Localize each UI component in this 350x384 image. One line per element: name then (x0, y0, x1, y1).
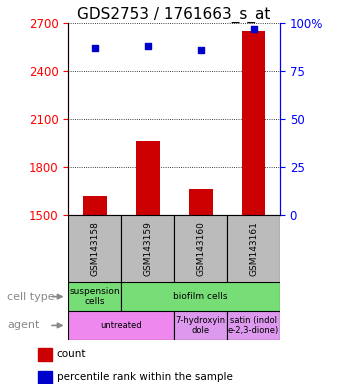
Point (92, 45, 98, 51)
Bar (68, 311, 174, 340)
Bar (38, 371, 52, 384)
Text: count: count (57, 349, 86, 359)
Point (198, 47, 203, 53)
Text: suspension
cells: suspension cells (69, 287, 120, 306)
Text: biofilm cells: biofilm cells (173, 292, 228, 301)
Bar (136, 141, 160, 215)
Text: agent: agent (7, 320, 39, 331)
Bar (241, 31, 265, 215)
Bar (174, 215, 227, 282)
Bar (38, 348, 52, 361)
Bar (227, 311, 280, 340)
Point (145, 43, 150, 49)
Point (251, 26, 256, 32)
Title: GDS2753 / 1761663_s_at: GDS2753 / 1761663_s_at (77, 7, 271, 23)
Text: satin (indol
e-2,3-dione): satin (indol e-2,3-dione) (228, 316, 279, 335)
Text: percentile rank within the sample: percentile rank within the sample (57, 372, 232, 382)
Bar (68, 282, 121, 311)
Bar (121, 282, 280, 311)
Text: GSM143161: GSM143161 (249, 221, 258, 276)
Bar (227, 215, 280, 282)
Bar (83, 196, 107, 215)
Bar (174, 311, 227, 340)
Text: GSM143158: GSM143158 (90, 221, 99, 276)
Text: cell type: cell type (7, 291, 55, 302)
Bar (68, 215, 121, 282)
Text: 7-hydroxyin
dole: 7-hydroxyin dole (176, 316, 226, 335)
Bar (121, 215, 174, 282)
Text: GSM143159: GSM143159 (143, 221, 152, 276)
Text: GSM143160: GSM143160 (196, 221, 205, 276)
Text: untreated: untreated (100, 321, 142, 330)
Bar (189, 189, 212, 215)
